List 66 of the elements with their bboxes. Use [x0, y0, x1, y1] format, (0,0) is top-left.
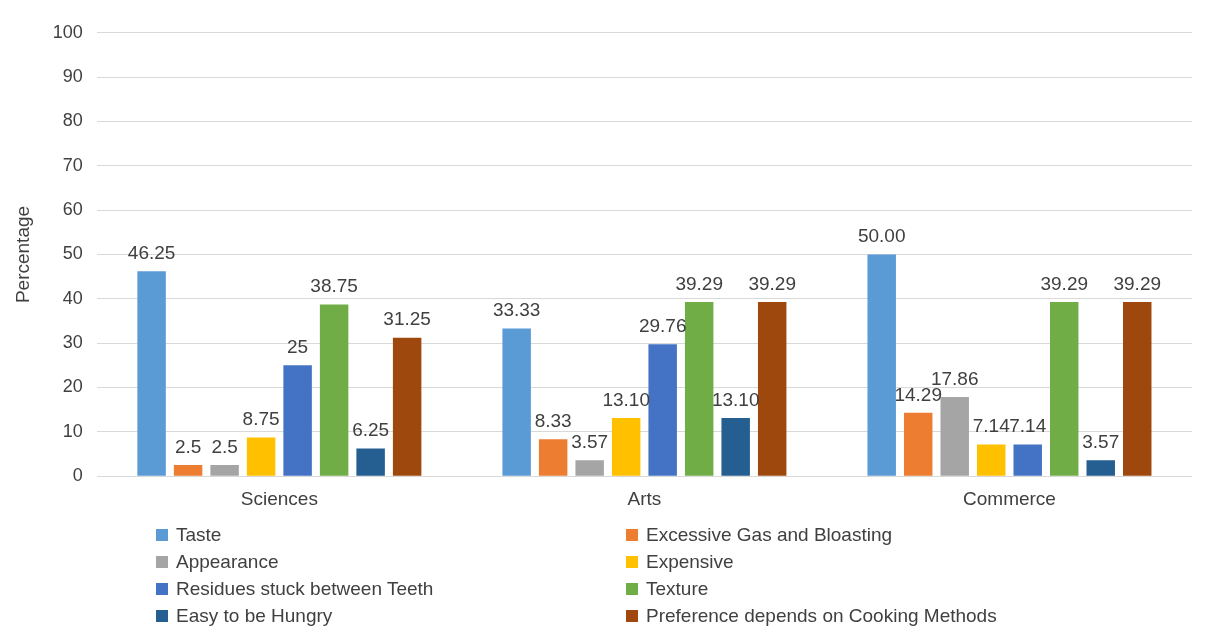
bar	[611, 418, 641, 476]
bar	[1123, 301, 1152, 476]
bar	[976, 444, 1006, 476]
data-label: 38.75	[310, 275, 358, 297]
legend-label: Excessive Gas and Bloasting	[646, 523, 893, 546]
data-label: 31.25	[383, 308, 431, 330]
data-label: 39.29	[1113, 272, 1162, 294]
legend-label: Expensive	[646, 550, 734, 573]
bar	[137, 271, 166, 476]
data-label: 8.75	[242, 408, 280, 430]
legend-label: Texture	[646, 577, 709, 600]
data-label: 3.57	[571, 431, 609, 453]
y-tick-label: 20	[62, 376, 83, 397]
data-label: 46.25	[127, 241, 176, 263]
data-label: 3.57	[1082, 431, 1120, 453]
y-tick-label: 70	[62, 154, 83, 175]
x-tick-label: Sciences	[240, 487, 318, 509]
bar	[1049, 301, 1079, 476]
y-tick-label: 90	[62, 66, 83, 87]
bar	[283, 365, 312, 476]
data-label: 39.29	[1040, 272, 1088, 294]
bar	[502, 328, 531, 476]
y-tick-label: 60	[62, 199, 83, 220]
data-label: 6.25	[352, 419, 390, 441]
y-tick-label: 10	[62, 420, 83, 441]
bar	[757, 301, 787, 476]
bar	[210, 465, 239, 476]
bar	[867, 254, 896, 476]
bar	[940, 397, 969, 476]
data-label: 8.33	[534, 410, 572, 431]
data-label: 33.33	[492, 299, 541, 321]
x-tick-label: Arts	[627, 487, 662, 509]
data-label: 50.00	[857, 225, 906, 247]
data-label: 2.5	[211, 435, 238, 457]
legend-label: Taste	[176, 523, 222, 546]
y-tick-label: 80	[62, 110, 83, 131]
bar	[319, 304, 349, 476]
bar	[648, 344, 677, 476]
bar	[173, 465, 203, 476]
y-tick-label: 50	[62, 243, 83, 264]
y-tick-label: 0	[72, 465, 83, 486]
bar	[392, 337, 422, 476]
data-label: 39.29	[675, 272, 723, 294]
bar	[538, 439, 568, 476]
y-tick-label: 30	[62, 332, 83, 353]
data-label: 7.14	[1009, 415, 1047, 437]
data-label: 17.86	[930, 367, 979, 389]
legend-label: Easy to be Hungry	[176, 604, 333, 627]
legend-label: Preference depends on Cooking Methods	[646, 604, 997, 627]
bar	[903, 412, 933, 476]
data-label: 39.29	[748, 272, 796, 294]
bar	[1013, 444, 1042, 476]
legend-label: Residues stuck between Teeth	[176, 577, 434, 600]
bar	[1086, 460, 1115, 476]
bar	[721, 418, 750, 476]
data-label: 25	[287, 336, 309, 358]
bar	[575, 460, 604, 476]
x-tick-label: Commerce	[963, 487, 1056, 509]
bar	[684, 301, 714, 476]
y-tick-label: 100	[52, 21, 83, 42]
y-tick-label: 40	[62, 287, 83, 308]
y-axis-title: Percentage	[11, 205, 33, 304]
legend-label: Appearance	[176, 550, 279, 573]
data-label: 2.5	[174, 435, 202, 457]
bar	[356, 448, 385, 476]
bar	[246, 437, 276, 476]
